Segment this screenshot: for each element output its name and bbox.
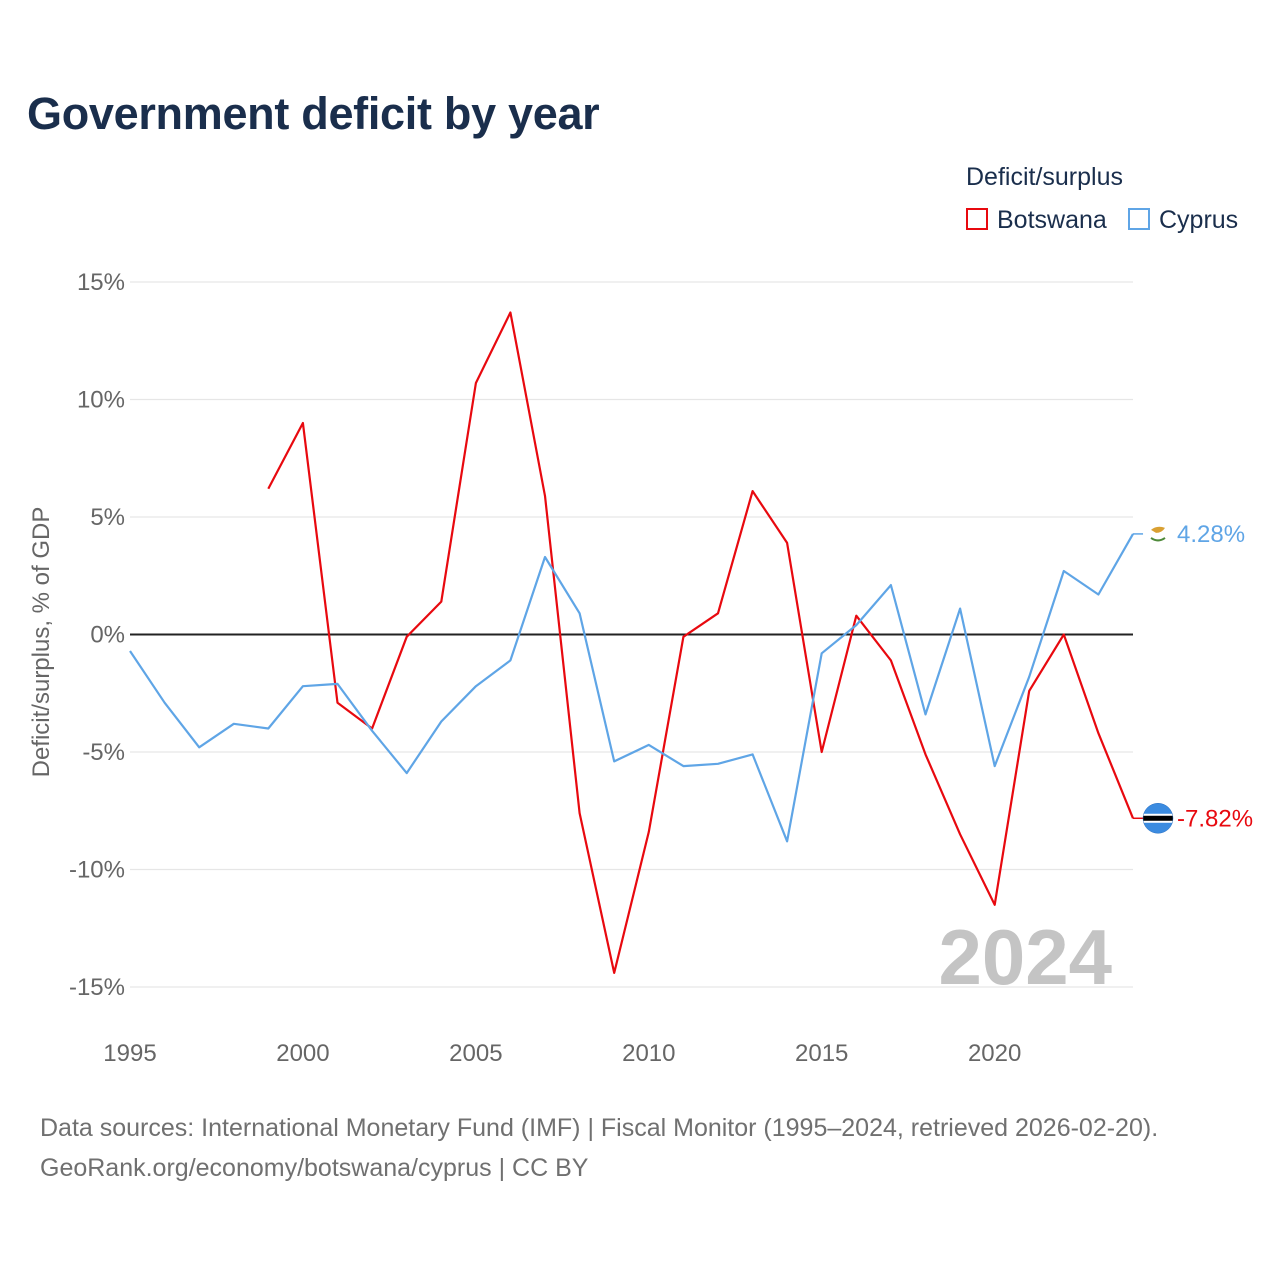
y-tick-label: -10% xyxy=(69,857,125,884)
legend-label-cyprus[interactable]: Cyprus xyxy=(1159,206,1239,234)
x-axis-ticks: 1995 2000 2005 2010 2015 2020 xyxy=(103,1040,1021,1067)
sources-line-1: Data sources: International Monetary Fun… xyxy=(40,1114,1159,1142)
y-tick-label: 0% xyxy=(90,622,125,649)
x-tick-label: 2015 xyxy=(795,1040,848,1067)
legend-swatch-botswana[interactable] xyxy=(966,208,988,230)
cyprus-flag-icon xyxy=(1143,518,1173,549)
current-year-label: 2024 xyxy=(938,913,1112,1001)
legend-label-botswana[interactable]: Botswana xyxy=(997,206,1107,234)
y-tick-label: -5% xyxy=(82,739,125,766)
y-axis-ticks: 15% 10% 5% 0% -5% -10% -15% xyxy=(69,269,125,1001)
x-tick-label: 2020 xyxy=(968,1040,1021,1067)
x-tick-label: 2010 xyxy=(622,1040,675,1067)
legend-swatch-cyprus[interactable] xyxy=(1128,208,1150,230)
y-tick-label: 5% xyxy=(90,504,125,531)
x-tick-label: 1995 xyxy=(103,1040,156,1067)
y-tick-label: 10% xyxy=(77,387,125,414)
series-lines xyxy=(129,311,1135,975)
x-tick-label: 2000 xyxy=(276,1040,329,1067)
end-value-label-cyprus: 4.28% xyxy=(1177,521,1245,548)
series-end-markers: -7.82% 4.28% xyxy=(1133,518,1253,834)
botswana-flag-icon xyxy=(1142,803,1174,834)
data-sources: Data sources: International Monetary Fun… xyxy=(40,1108,1158,1188)
x-tick-label: 2005 xyxy=(449,1040,502,1067)
y-tick-label: -15% xyxy=(69,974,125,1001)
end-value-label-botswana: -7.82% xyxy=(1177,805,1253,832)
legend-title: Deficit/surplus xyxy=(966,163,1123,191)
y-tick-label: 15% xyxy=(77,269,125,296)
series-line-cyprus[interactable] xyxy=(129,533,1134,843)
series-line-botswana[interactable] xyxy=(267,311,1135,975)
sources-line-2[interactable]: GeoRank.org/economy/botswana/cyprus | CC… xyxy=(40,1154,589,1182)
chart-title: Government deficit by year xyxy=(27,88,600,139)
